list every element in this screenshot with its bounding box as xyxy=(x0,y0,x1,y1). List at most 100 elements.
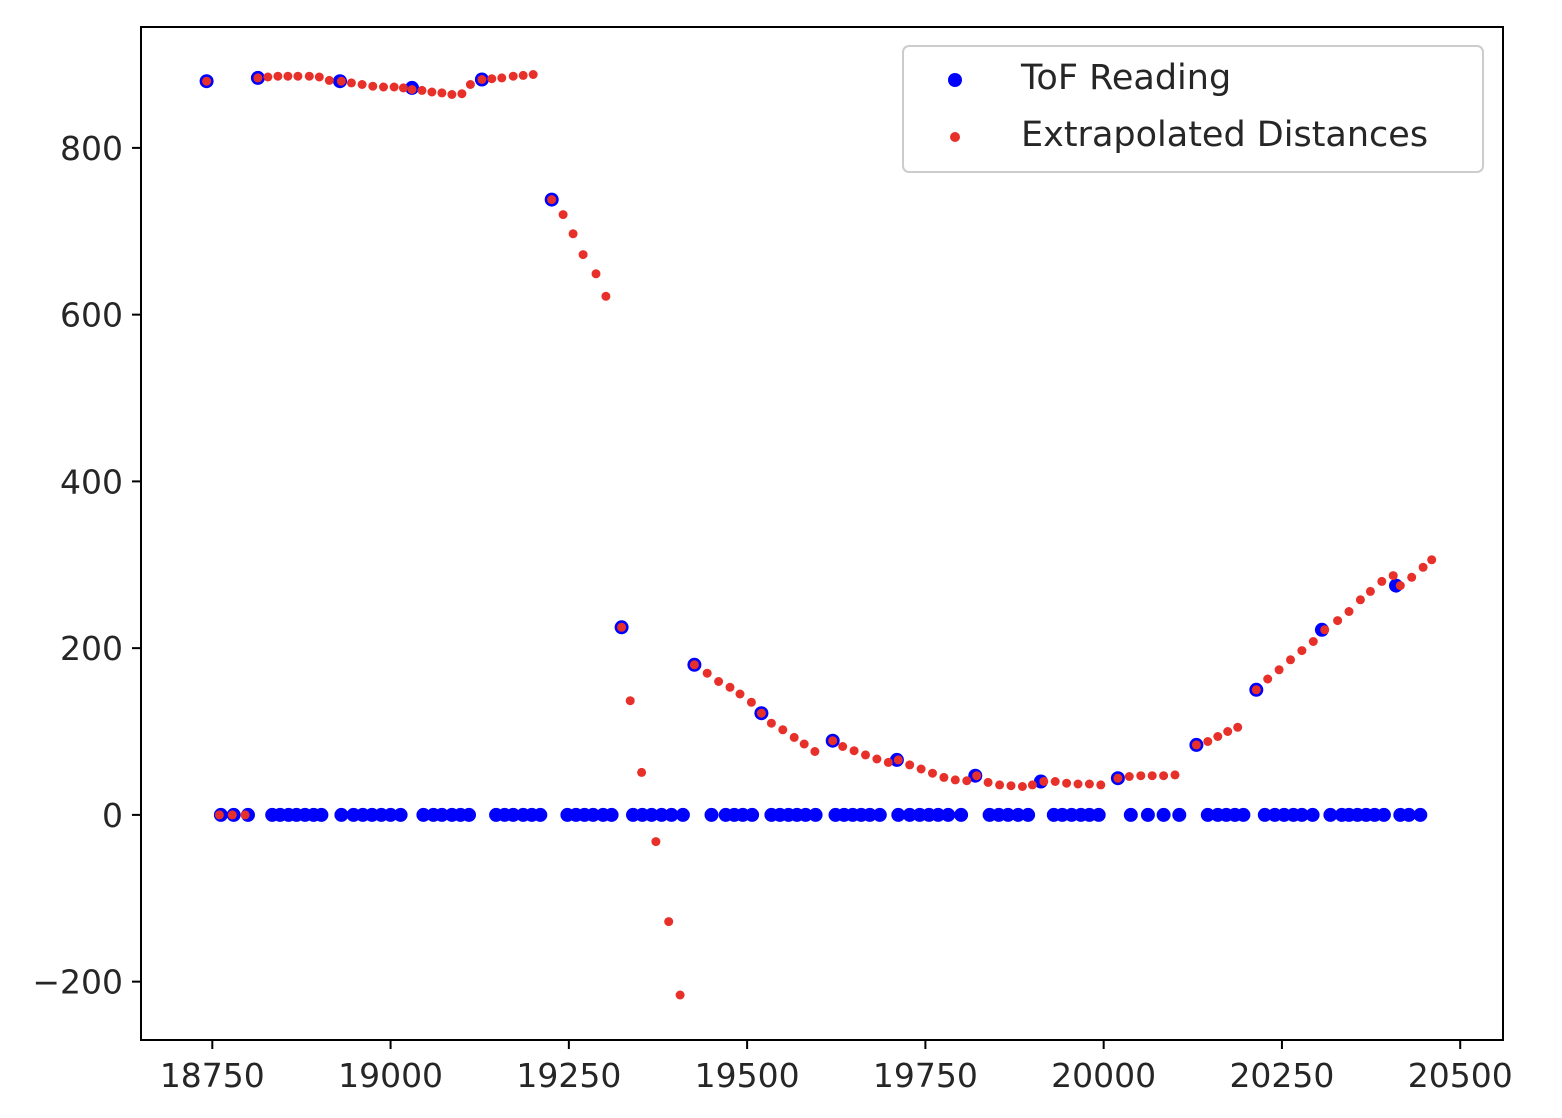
extrapolated-distance-point xyxy=(253,73,263,83)
extrapolated-distance-point xyxy=(1147,771,1157,781)
extrapolated-distance-point xyxy=(756,708,766,718)
extrapolated-distance-point xyxy=(1191,740,1201,750)
extrapolated-distance-point xyxy=(714,677,724,686)
extrapolated-distance-point xyxy=(1203,737,1213,746)
extrapolated-distance-point xyxy=(1355,595,1365,605)
extrapolated-distance-point xyxy=(962,776,972,786)
y-tick-label: 800 xyxy=(60,129,123,168)
extrapolated-distance-point xyxy=(263,72,273,82)
plot-area xyxy=(199,70,1437,1000)
extrapolated-distance-point xyxy=(1333,616,1343,626)
tof-reading-point xyxy=(891,807,906,822)
tof-reading-point xyxy=(1294,807,1309,822)
extrapolated-distance-point xyxy=(487,74,497,84)
tof-reading-point xyxy=(798,807,813,822)
extrapolated-distance-point xyxy=(601,291,611,301)
extrapolated-distance-point xyxy=(273,71,283,81)
extrapolated-distance-point xyxy=(389,82,399,92)
extrapolated-distance-point xyxy=(379,82,388,92)
tof-reading-point xyxy=(586,807,601,822)
extrapolated-distance-point xyxy=(1407,572,1417,582)
tof-reading-point xyxy=(862,807,877,822)
extrapolated-distance-point xyxy=(227,810,237,820)
extrapolated-distance-point xyxy=(283,71,293,81)
tof-reading-point xyxy=(1021,807,1036,822)
legend-box xyxy=(902,45,1484,173)
legend-label-tof-reading: ToF Reading xyxy=(1020,58,1231,98)
extrapolated-distance-point xyxy=(746,697,756,707)
extrapolated-distance-point xyxy=(1395,581,1405,591)
extrapolated-distance-point xyxy=(465,80,475,89)
extrapolated-distance-point xyxy=(950,775,960,785)
extrapolated-distance-point xyxy=(789,732,799,742)
tof-reading-point xyxy=(1172,807,1187,822)
extrapolated-distance-point xyxy=(417,85,427,95)
extrapolated-distance-point xyxy=(1320,625,1330,635)
extrapolated-distance-point xyxy=(995,780,1005,790)
tof-reading-point xyxy=(1376,807,1391,822)
tof-reading-point xyxy=(1091,807,1106,822)
tof-reading-point xyxy=(654,807,669,822)
tof-reading-point xyxy=(1200,807,1215,822)
extrapolated-distance-point xyxy=(427,87,437,97)
extrapolated-distance-point xyxy=(214,810,224,820)
y-tick-label: −200 xyxy=(32,963,123,1002)
extrapolated-distance-point xyxy=(202,76,212,86)
tof-reading-point xyxy=(745,807,760,822)
extrapolated-distance-point xyxy=(1377,576,1387,586)
extrapolated-distance-point xyxy=(725,682,735,692)
extrapolated-distance-point xyxy=(1223,727,1233,736)
extrapolated-distance-point xyxy=(591,269,601,279)
tof-reading-point xyxy=(675,807,690,822)
legend-marker-tof-reading xyxy=(948,73,962,87)
extrapolated-distance-point xyxy=(1297,646,1307,656)
extrapolated-distance-point xyxy=(336,76,346,86)
extrapolated-distance-point xyxy=(928,768,937,778)
tof-reading-point xyxy=(1305,807,1320,822)
extrapolated-distance-point xyxy=(508,71,518,81)
tof-reading-point xyxy=(1011,807,1026,822)
extrapolated-distance-point xyxy=(1027,780,1037,790)
extrapolated-distance-point xyxy=(1286,655,1295,665)
x-tick-label: 19000 xyxy=(338,1056,443,1095)
extrapolated-distance-point xyxy=(905,760,915,770)
extrapolated-distance-point xyxy=(1017,782,1027,791)
extrapolated-distance-point xyxy=(1344,607,1354,616)
extrapolated-distance-point xyxy=(883,757,893,767)
tof-reading-point xyxy=(1236,807,1251,822)
tof-reading-point xyxy=(1123,807,1138,822)
x-tick-label: 18750 xyxy=(160,1056,265,1095)
extrapolated-distance-point xyxy=(1096,780,1106,790)
extrapolated-distance-point xyxy=(810,747,820,756)
extrapolated-distance-point xyxy=(1213,732,1223,741)
extrapolated-distance-point xyxy=(1388,571,1398,581)
extrapolated-distance-point xyxy=(983,777,993,787)
extrapolated-distance-point xyxy=(578,250,588,260)
extrapolated-distance-point xyxy=(293,71,303,81)
x-tick-label: 19250 xyxy=(516,1056,621,1095)
tof-reading-point xyxy=(1156,807,1171,822)
axes: 18750 19000 19250 19500 19750 20000 20250 20500… xyxy=(32,26,1513,1095)
tof-reading-point xyxy=(808,807,823,822)
extrapolated-distance-point xyxy=(893,755,903,765)
tof-reading-point xyxy=(1413,807,1428,822)
tof-reading-point xyxy=(334,807,349,822)
extrapolated-distance-point xyxy=(547,195,557,205)
extrapolated-distance-point xyxy=(1427,555,1437,565)
extrapolated-distance-point xyxy=(1084,779,1094,789)
tof-reading-point xyxy=(872,807,887,822)
tof-reading-point xyxy=(393,807,408,822)
extrapolated-distance-point xyxy=(357,80,367,89)
axes-frame xyxy=(140,26,1504,1041)
tof-reading-point xyxy=(644,807,659,822)
extrapolated-distance-point xyxy=(766,718,776,728)
extrapolated-distance-point xyxy=(558,210,568,220)
tof-reading-point xyxy=(954,807,969,822)
tof-reading-point xyxy=(704,807,719,822)
x-tick-label: 19500 xyxy=(695,1056,800,1095)
extrapolated-distance-point xyxy=(568,229,578,239)
extrapolated-distance-point xyxy=(477,75,487,84)
tof-reading-point xyxy=(1140,807,1155,822)
tof-reading-point xyxy=(383,807,398,822)
tof-reading-point xyxy=(664,807,679,822)
